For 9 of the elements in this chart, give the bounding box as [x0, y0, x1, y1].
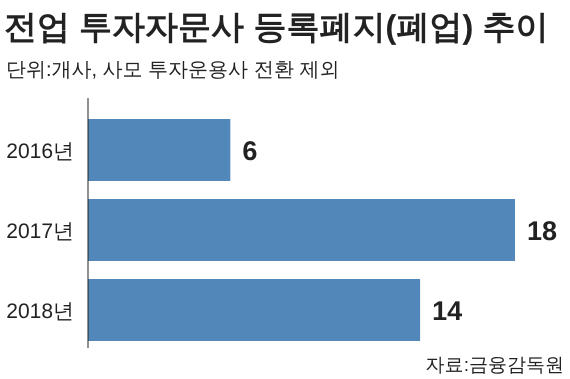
chart-title: 전업 투자자문사 등록폐지(폐업) 추이: [4, 8, 548, 45]
y-tick-label: 2016년: [6, 140, 74, 163]
y-tick-label: 2017년: [6, 220, 74, 243]
data-label: 6: [242, 136, 258, 166]
data-label: 18: [527, 216, 558, 246]
text: 자료:금융감독원: [426, 355, 564, 376]
y-tick-label: 2018년: [6, 300, 74, 323]
data-label: 14: [432, 296, 462, 326]
chart-subtitle: 단위:개사, 사모 투자운용사 전환 제외: [6, 59, 340, 81]
